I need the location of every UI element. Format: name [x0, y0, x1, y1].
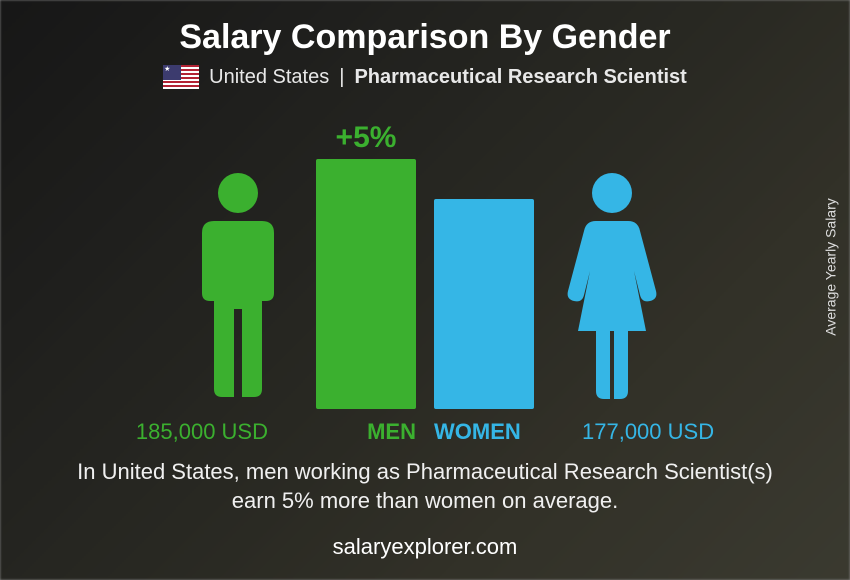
page-title: Salary Comparison By Gender — [179, 18, 670, 57]
description-text: In United States, men working as Pharmac… — [55, 457, 795, 516]
women-icon-column — [552, 169, 672, 409]
women-salary: 177,000 USD — [552, 419, 820, 445]
women-bar — [434, 199, 534, 409]
separator: | — [339, 66, 344, 89]
men-icon-column — [178, 169, 298, 409]
yaxis-label: Average Yearly Salary — [822, 198, 838, 336]
men-label: MEN — [316, 419, 416, 445]
difference-label: +5% — [336, 121, 397, 155]
men-salary: 185,000 USD — [30, 419, 298, 445]
flag-icon — [163, 65, 199, 89]
content-wrapper: Salary Comparison By Gender United State… — [0, 0, 850, 580]
labels-row: 185,000 USD MEN WOMEN 177,000 USD — [30, 419, 820, 445]
men-bar — [316, 159, 416, 409]
subtitle-row: United States | Pharmaceutical Research … — [163, 65, 687, 89]
women-bar-column — [434, 165, 534, 409]
job-label: Pharmaceutical Research Scientist — [354, 66, 686, 89]
man-icon — [178, 169, 298, 409]
footer-source: salaryexplorer.com — [333, 534, 518, 560]
women-label: WOMEN — [434, 419, 534, 445]
salary-chart: Average Yearly Salary +5% — [30, 109, 820, 409]
woman-icon — [552, 169, 672, 409]
country-label: United States — [209, 66, 329, 89]
men-bar-column: +5% — [316, 121, 416, 409]
